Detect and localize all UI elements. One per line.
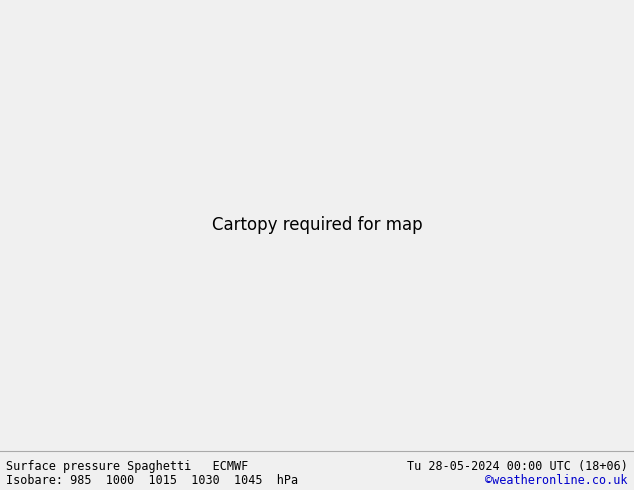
Text: ©weatheronline.co.uk: ©weatheronline.co.uk: [485, 474, 628, 487]
Text: Isobare: 985  1000  1015  1030  1045  hPa: Isobare: 985 1000 1015 1030 1045 hPa: [6, 474, 299, 487]
Text: Surface pressure Spaghetti   ECMWF: Surface pressure Spaghetti ECMWF: [6, 460, 249, 473]
Text: Cartopy required for map: Cartopy required for map: [212, 216, 422, 234]
Text: Tu 28-05-2024 00:00 UTC (18+06): Tu 28-05-2024 00:00 UTC (18+06): [407, 460, 628, 473]
